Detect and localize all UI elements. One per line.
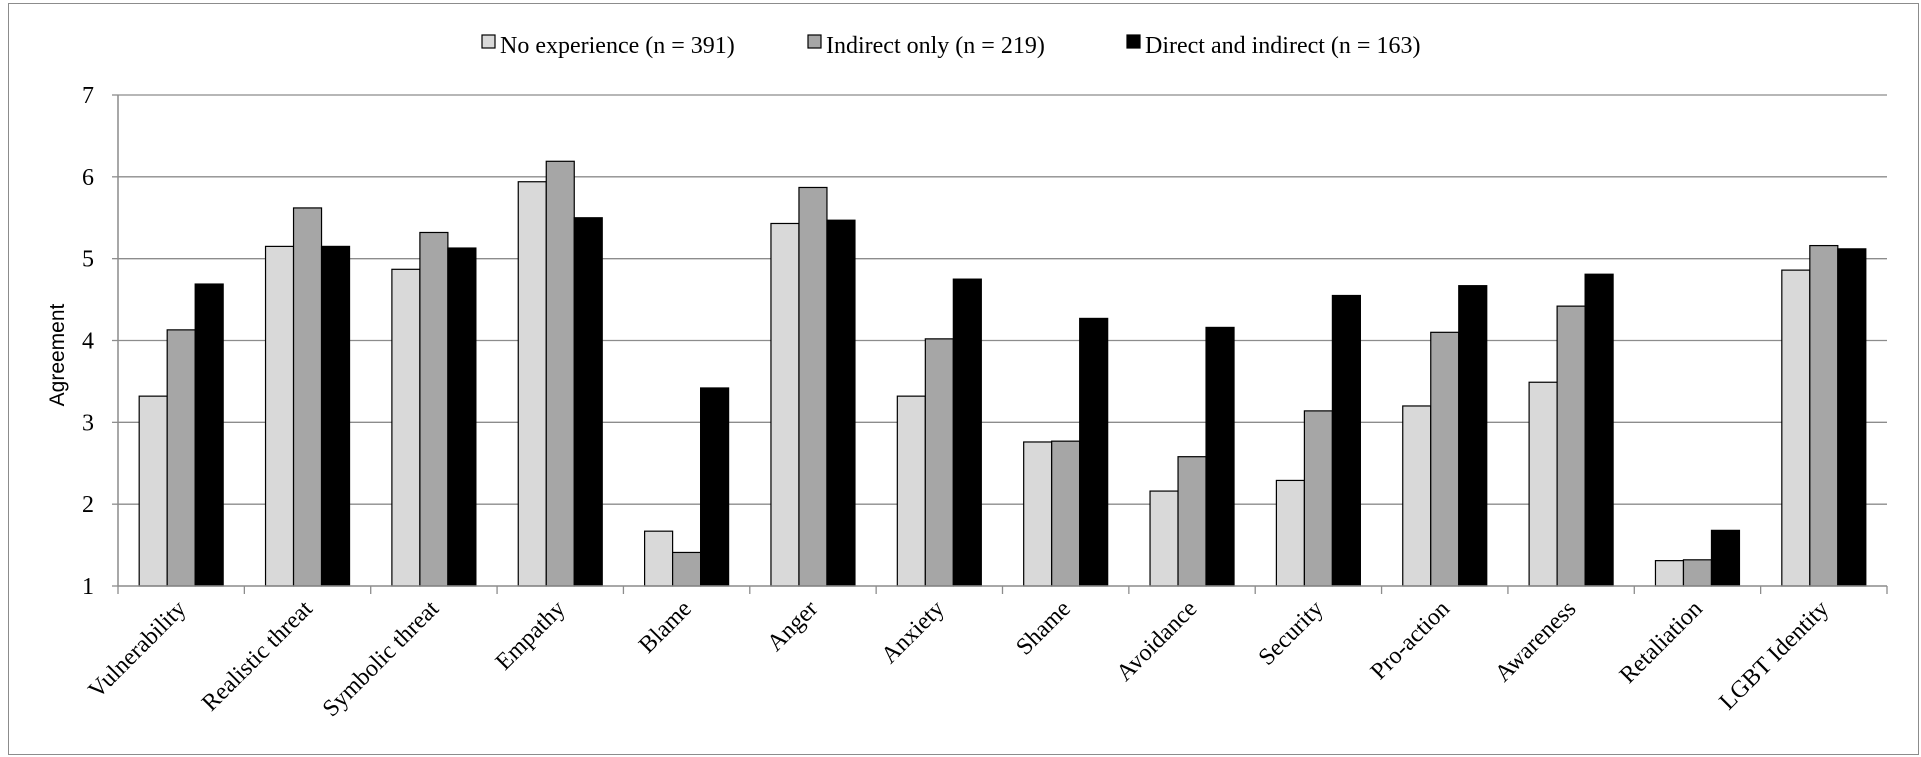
x-tick-label: Security <box>1254 596 1329 671</box>
bar <box>545 160 575 587</box>
bar <box>1402 405 1432 587</box>
legend: No experience (n = 391) Indirect only (n … <box>481 33 1420 59</box>
bar <box>1205 326 1235 587</box>
bar <box>924 338 954 587</box>
y-tick-label: 6 <box>82 165 94 191</box>
bar <box>826 219 856 587</box>
bar <box>166 329 196 587</box>
bar <box>1275 479 1305 587</box>
bar <box>1177 456 1207 587</box>
bar <box>573 217 603 587</box>
bar <box>194 283 224 587</box>
bar <box>1458 285 1488 587</box>
bar <box>138 395 168 587</box>
x-tick-label: Realistic threat <box>197 596 318 717</box>
gridlines <box>118 94 1887 505</box>
x-tick-label: Vulnerability <box>84 596 192 704</box>
bar <box>1430 331 1460 587</box>
bar <box>1682 559 1713 587</box>
bar <box>1809 244 1839 587</box>
legend-swatch <box>1126 34 1141 49</box>
bar <box>1584 273 1614 587</box>
bar <box>1654 560 1685 587</box>
bar <box>672 551 702 587</box>
bars <box>138 160 1867 587</box>
x-tick-label: Empathy <box>491 596 571 676</box>
x-tick-label: Awareness <box>1490 596 1581 687</box>
x-tick-label: Retaliation <box>1615 596 1708 689</box>
x-tick-label: Blame <box>634 596 697 659</box>
legend-label: Direct and indirect (n = 163) <box>1145 33 1420 59</box>
bar <box>700 387 730 587</box>
x-tick-label: Anger <box>762 596 823 657</box>
x-tick-label: Avoidance <box>1112 596 1203 687</box>
bar <box>896 395 926 587</box>
bar <box>1331 294 1361 587</box>
y-axis-ticks: 1 2 3 4 5 6 7 <box>82 83 118 600</box>
x-tick-label: Anxiety <box>877 596 950 669</box>
bar <box>1303 410 1333 587</box>
bar <box>798 186 828 587</box>
legend-label: Indirect only (n = 219) <box>826 33 1045 59</box>
bar <box>644 530 674 587</box>
bar <box>1781 269 1811 587</box>
bar <box>1556 305 1586 587</box>
bar <box>952 278 982 587</box>
bar <box>292 207 323 587</box>
bar <box>1079 317 1109 587</box>
bar <box>1837 248 1867 587</box>
bar <box>1710 529 1741 587</box>
bar <box>1528 381 1558 587</box>
x-axis-ticks: Vulnerability Realistic threat Symbolic th… <box>84 586 1888 723</box>
bar <box>320 245 351 587</box>
legend-swatch <box>807 34 822 49</box>
x-tick-label: Shame <box>1011 596 1076 661</box>
y-tick-label: 7 <box>82 83 94 109</box>
bar <box>419 231 449 587</box>
legend-swatch <box>481 34 496 49</box>
bar <box>264 245 295 587</box>
bar <box>1023 441 1053 587</box>
y-tick-label: 4 <box>82 329 94 355</box>
bar <box>1149 490 1179 587</box>
x-tick-label: Symbolic threat <box>318 596 445 723</box>
x-tick-label: LGBT Identity <box>1715 596 1834 715</box>
y-tick-label: 3 <box>82 410 94 436</box>
bar <box>391 268 421 587</box>
y-tick-label: 2 <box>82 492 94 518</box>
bar <box>1051 440 1081 587</box>
x-tick-label: Pro-action <box>1366 596 1455 685</box>
y-tick-label: 5 <box>82 247 94 273</box>
legend-label: No experience (n = 391) <box>500 33 735 59</box>
y-axis-label: Agreement <box>46 303 69 406</box>
bar <box>517 181 547 587</box>
bar <box>770 222 800 587</box>
bar <box>447 247 477 587</box>
y-tick-label: 1 <box>82 574 94 600</box>
